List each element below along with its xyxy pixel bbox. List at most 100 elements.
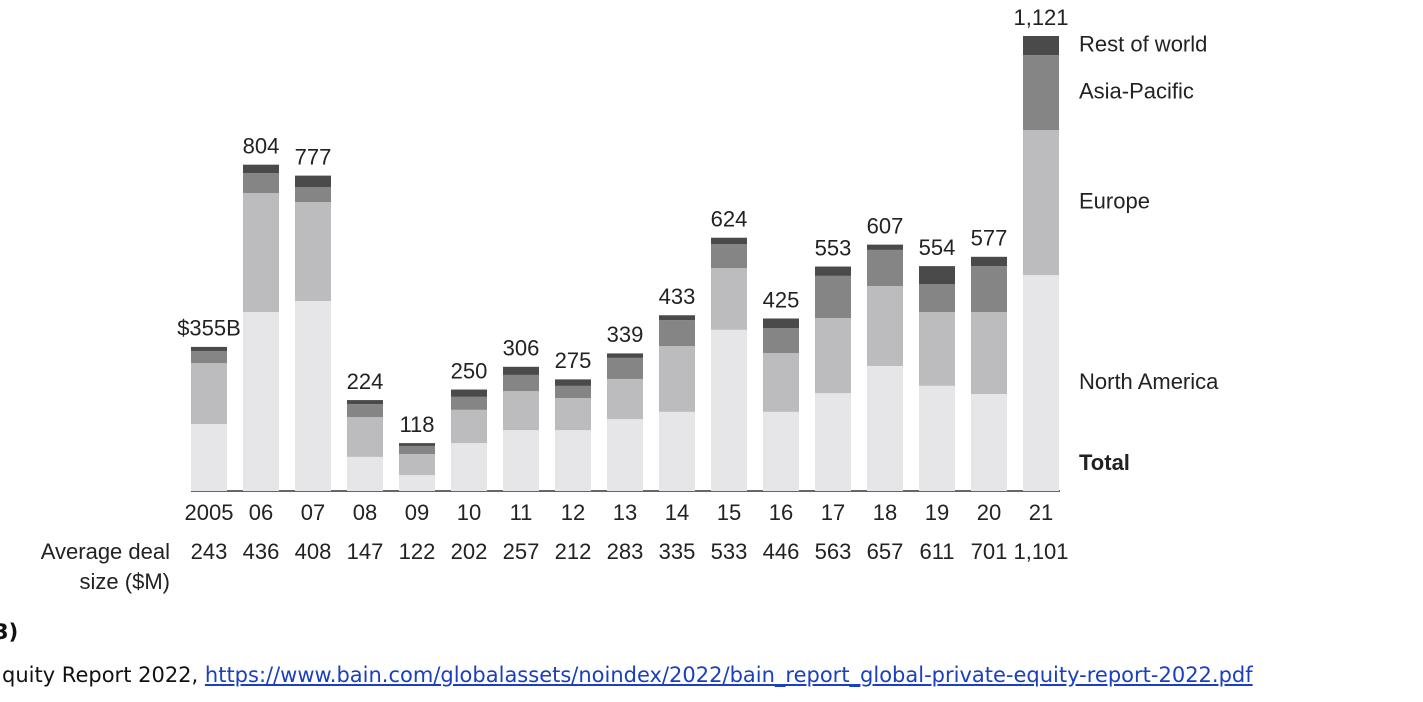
total-label: 275 xyxy=(555,348,592,373)
total-label: $355B xyxy=(177,316,241,341)
deal-size-label: 701 xyxy=(971,539,1008,564)
bar-segment xyxy=(399,454,435,476)
legend-label: Europe xyxy=(1079,188,1150,213)
bar-segment xyxy=(971,256,1007,267)
x-tick-label: 12 xyxy=(561,500,585,525)
bar-segment xyxy=(451,443,487,491)
deal-size-label: 436 xyxy=(243,539,280,564)
x-tick-label: 14 xyxy=(665,500,689,525)
total-label: 118 xyxy=(399,412,434,437)
bar-segment xyxy=(867,365,903,491)
total-label: 777 xyxy=(295,144,332,169)
bar-segment xyxy=(659,320,695,347)
total-label: 804 xyxy=(243,133,280,158)
bar-segment xyxy=(867,244,903,250)
bar-segment xyxy=(555,398,591,431)
total-label: 306 xyxy=(503,336,540,361)
legend-label: Asia-Pacific xyxy=(1079,78,1194,103)
bar-segment xyxy=(763,352,799,412)
total-label: 433 xyxy=(659,284,696,309)
bar-segment xyxy=(711,237,747,245)
bar-segment xyxy=(243,312,279,491)
deal-size-label: 611 xyxy=(919,539,954,564)
total-label: 553 xyxy=(815,235,852,260)
deal-size-title: Average deal xyxy=(41,539,170,564)
bar-segment xyxy=(243,164,279,174)
deal-size-title: size ($M) xyxy=(80,569,170,594)
bar-segment xyxy=(607,357,643,379)
bar-segment xyxy=(607,419,643,491)
bar-segment xyxy=(503,366,539,375)
bar-segment xyxy=(607,378,643,420)
bar-segment xyxy=(295,186,331,203)
legend-label: North America xyxy=(1079,369,1219,394)
deal-size-label: 563 xyxy=(815,539,852,564)
x-tick-label: 08 xyxy=(353,500,377,525)
x-tick-label: 06 xyxy=(249,500,273,525)
bar-segment xyxy=(399,445,435,455)
bar-segment xyxy=(815,275,851,319)
bar-segment xyxy=(555,385,591,399)
source-link[interactable]: https://www.bain.com/globalassets/noinde… xyxy=(204,663,1253,687)
deal-size-label: 657 xyxy=(867,539,904,564)
deal-size-label: 446 xyxy=(763,539,800,564)
bar-segment xyxy=(711,329,747,491)
bar-segment xyxy=(399,443,435,446)
bar-segment xyxy=(191,350,227,364)
caption: 3) xyxy=(0,620,19,644)
total-label: 1,121 xyxy=(1013,5,1068,30)
bar-segment xyxy=(1023,130,1059,276)
x-tick-label: 09 xyxy=(405,500,429,525)
bar-segment xyxy=(919,312,955,386)
legend-total: Total xyxy=(1079,450,1130,475)
bar-segment xyxy=(919,283,955,313)
deal-size-label: 212 xyxy=(555,539,592,564)
deal-size-label: 243 xyxy=(191,539,228,564)
total-label: 607 xyxy=(867,213,904,238)
bar-segment xyxy=(347,404,383,418)
total-label: 425 xyxy=(763,287,800,312)
bar-segment xyxy=(815,393,851,491)
x-tick-label: 10 xyxy=(457,500,481,525)
bar-segment xyxy=(555,379,591,386)
bar-segment xyxy=(451,396,487,410)
bar-segment xyxy=(711,268,747,330)
bar-segment xyxy=(1023,55,1059,131)
bar-segment xyxy=(191,363,227,425)
bar-segment xyxy=(971,266,1007,313)
x-tick-label: 20 xyxy=(977,500,1001,525)
bar-segment xyxy=(815,318,851,394)
total-label: 224 xyxy=(347,369,384,394)
bar-segment xyxy=(503,391,539,431)
bar-segment xyxy=(243,173,279,194)
bar-segment xyxy=(763,318,799,329)
bar-segment xyxy=(243,193,279,313)
deal-size-label: 283 xyxy=(607,539,644,564)
bar-segment xyxy=(295,175,331,187)
bar-segment xyxy=(711,244,747,269)
bar-segment xyxy=(295,202,331,302)
x-tick-label: 15 xyxy=(717,500,741,525)
bar-segment xyxy=(347,400,383,405)
deal-size-label: 408 xyxy=(295,539,332,564)
total-label: 250 xyxy=(451,358,488,383)
bar-segment xyxy=(815,266,851,276)
x-tick-label: 13 xyxy=(613,500,637,525)
bar-segment xyxy=(503,374,539,392)
bar-segment xyxy=(555,430,591,491)
bar-segment xyxy=(607,353,643,358)
bar-segment xyxy=(659,411,695,491)
bar-segment xyxy=(971,393,1007,491)
bar-segment xyxy=(971,312,1007,394)
bar-segment xyxy=(919,266,955,284)
total-label: 554 xyxy=(919,235,956,260)
bar-segment xyxy=(295,301,331,491)
bar-segment xyxy=(347,417,383,457)
chart: $355B 2005 243 804 06 436 777 07 408 224 08 147 118 0… xyxy=(41,5,1219,594)
bar-segment xyxy=(1023,275,1059,491)
x-tick-label: 16 xyxy=(769,500,793,525)
bar-segment xyxy=(503,430,539,491)
bar-segment xyxy=(659,315,695,321)
legend-label: Rest of world xyxy=(1079,31,1207,56)
